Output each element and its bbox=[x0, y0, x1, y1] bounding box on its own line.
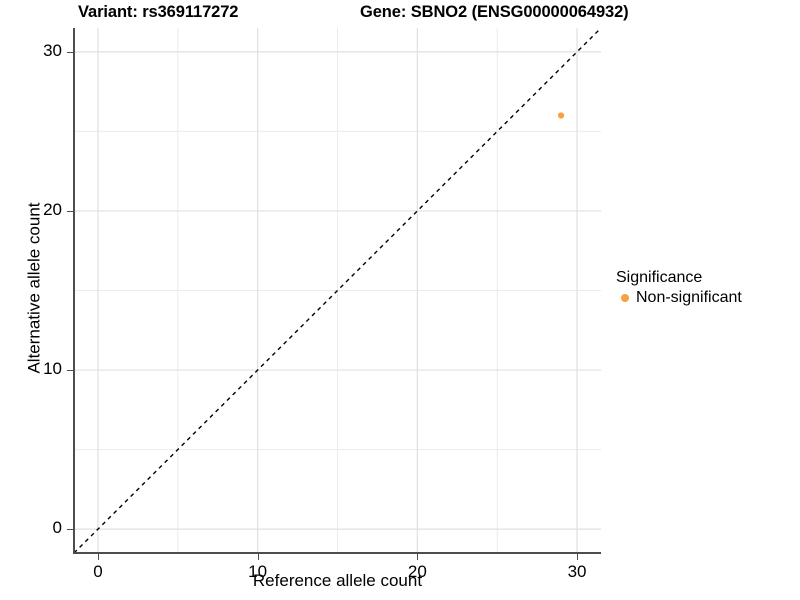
legend-items: Non-significant bbox=[616, 288, 742, 308]
plot-canvas bbox=[74, 28, 601, 553]
plot-title-variant: Variant: rs369117272 bbox=[78, 3, 239, 21]
legend: Significance Non-significant bbox=[616, 268, 742, 308]
legend-item[interactable]: Non-significant bbox=[616, 288, 742, 308]
y-tick-label: 20 bbox=[43, 199, 62, 219]
legend-marker-icon bbox=[616, 289, 634, 307]
x-tick-mark bbox=[577, 554, 579, 560]
data-points-group bbox=[557, 112, 565, 119]
y-tick-label: 0 bbox=[52, 518, 62, 538]
data-point[interactable] bbox=[557, 112, 565, 119]
x-tick-label: 30 bbox=[567, 562, 587, 581]
y-axis-line bbox=[73, 28, 75, 554]
x-tick-mark bbox=[257, 554, 259, 560]
y-tick-label: 30 bbox=[43, 40, 62, 60]
x-tick-label: 20 bbox=[407, 562, 427, 581]
plot-title-gene: Gene: SBNO2 (ENSG00000064932) bbox=[360, 3, 629, 21]
y-tick-mark bbox=[67, 51, 73, 53]
y-tick-mark bbox=[67, 210, 73, 212]
gridlines-major bbox=[74, 28, 601, 553]
x-axis-title: Reference allele count bbox=[252, 571, 423, 590]
y-tick-mark bbox=[67, 529, 73, 531]
plot-panel bbox=[74, 28, 601, 553]
x-tick-mark bbox=[417, 554, 419, 560]
identity-reference-line bbox=[74, 28, 601, 553]
x-axis-line bbox=[73, 552, 601, 554]
legend-title: Significance bbox=[616, 269, 703, 286]
x-tick-label: 0 bbox=[93, 562, 103, 581]
legend-item-label: Non-significant bbox=[636, 289, 742, 306]
x-tick-label: 10 bbox=[248, 562, 268, 581]
y-tick-mark bbox=[67, 370, 73, 372]
y-tick-label: 10 bbox=[43, 359, 62, 379]
x-tick-mark bbox=[97, 554, 99, 560]
y-axis-title: Alternative allele count bbox=[24, 202, 44, 374]
